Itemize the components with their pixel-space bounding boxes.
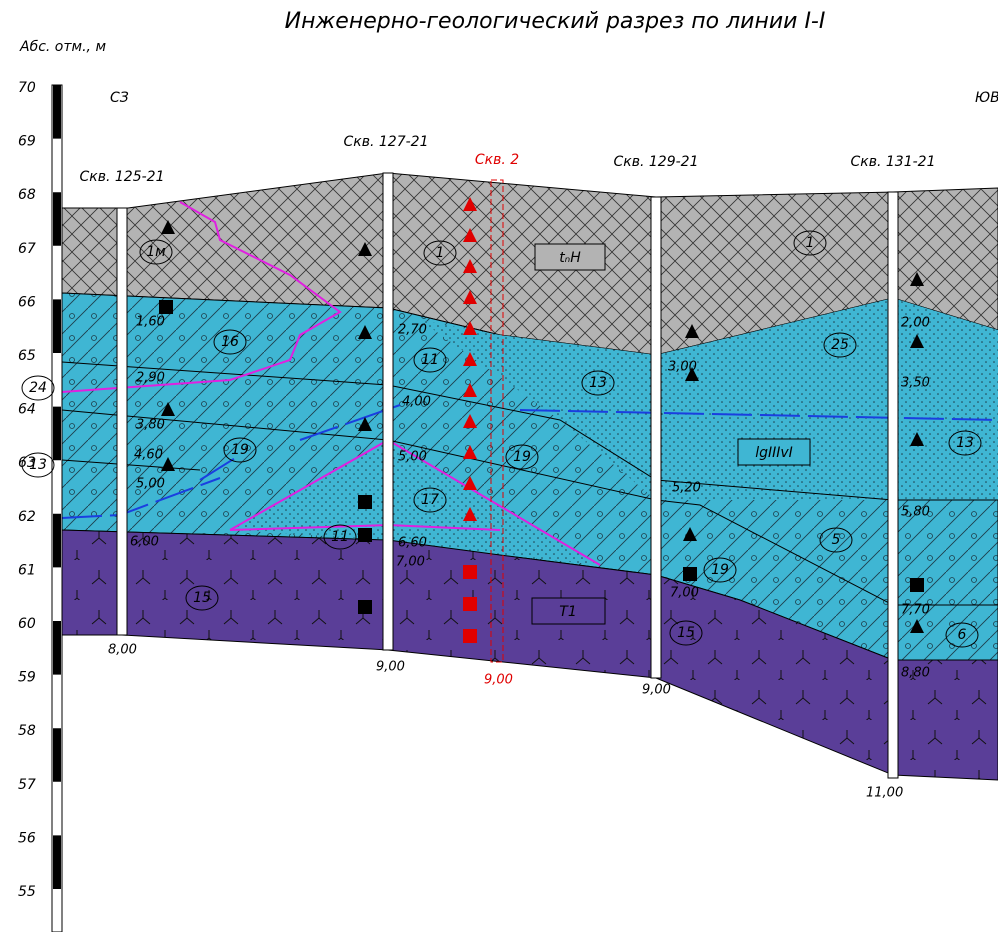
depth-label: 5,00 [136, 477, 165, 492]
direction: ЮВ [975, 90, 998, 106]
black-square [683, 567, 697, 581]
depth-label: 6,60 [398, 536, 427, 551]
depth-label: 4,60 [134, 448, 163, 463]
red-square [463, 565, 477, 579]
layer-label: 1 [436, 245, 445, 261]
black-square [910, 578, 924, 592]
depth-label: 4,00 [402, 395, 431, 410]
red-square [463, 629, 477, 643]
layer-label: 11 [331, 529, 349, 545]
boreholes-part [888, 192, 898, 778]
depth-label: 9,00 [376, 660, 405, 675]
layer-label: 1м [146, 244, 166, 260]
layer-label: 25 [831, 337, 849, 353]
formation-label: tₙН [559, 250, 581, 266]
formation-label: T1 [559, 604, 576, 620]
depth-label: 2,90 [136, 371, 165, 386]
section-diagram: Инженерно-геологический разрез по линии … [0, 0, 998, 932]
tick-label: 55 [18, 884, 36, 900]
red-square [463, 597, 477, 611]
depth-label: 7,00 [670, 586, 699, 601]
tick-label: 67 [18, 241, 36, 257]
depth-label: 5,80 [901, 505, 930, 520]
layer-label: 6 [958, 627, 967, 643]
depth-label: 8,00 [108, 643, 137, 658]
layer-label: 1 [806, 235, 815, 251]
layer-label: 5 [832, 532, 841, 548]
layer-label: 24 [29, 380, 47, 396]
borehole-name: Скв. 125-21 [80, 169, 165, 185]
layer-label: 13 [589, 375, 607, 391]
black-square [358, 600, 372, 614]
tick-label: 56 [18, 830, 36, 846]
boreholes-part [383, 173, 393, 650]
layer-label: 15 [677, 625, 695, 641]
axis-label: Абс. отм., м [19, 39, 106, 55]
depth-label: 3,80 [136, 418, 165, 433]
title: Инженерно-геологический разрез по линии … [285, 9, 826, 34]
depth-label: 7,00 [396, 555, 425, 570]
depth-label: 1,60 [136, 315, 165, 330]
depth-label: 5,00 [398, 450, 427, 465]
depth-label: 5,20 [672, 481, 701, 496]
depth-label: 9,00 [484, 673, 513, 688]
depth-label: 6,00 [130, 535, 159, 550]
body: { "title": "Инженерно-геологический разр… [0, 0, 998, 932]
tick-label: 68 [18, 187, 36, 203]
tick-label: 61 [18, 562, 36, 578]
tick-label: 70 [18, 80, 36, 96]
layers [62, 173, 998, 780]
borehole-name: Скв. 131-21 [851, 154, 936, 170]
elevation-bar [52, 85, 62, 932]
layer-label: 19 [231, 442, 249, 458]
tick-label: 59 [18, 670, 36, 686]
layer-label: 17 [421, 492, 439, 508]
black-square [358, 528, 372, 542]
depth-label: 11,00 [866, 786, 903, 801]
layer-label: 11 [421, 352, 439, 368]
depth-label: 9,00 [642, 683, 671, 698]
tick-label: 60 [18, 616, 36, 632]
direction: СЗ [110, 90, 129, 106]
borehole-name: Скв. 129-21 [614, 154, 699, 170]
borehole-name: Скв. 2 [475, 152, 519, 168]
black-square [159, 300, 173, 314]
tick-label: 66 [18, 294, 36, 310]
layer-label: 19 [513, 449, 531, 465]
tick-label: 62 [18, 509, 36, 525]
depth-label: 8,80 [901, 666, 930, 681]
depth-label: 2,70 [398, 323, 427, 338]
boreholes-part [117, 208, 127, 635]
black-square [358, 495, 372, 509]
depth-label: 2,00 [901, 316, 930, 331]
layer-label: 19 [711, 562, 729, 578]
layer-label: 16 [221, 334, 239, 350]
page: body { margin: 0; background: #fff; font… [0, 0, 998, 932]
tick-label: 64 [18, 402, 36, 418]
boreholes-part [651, 197, 661, 678]
depth-label: 3,00 [668, 360, 697, 375]
tick-label: 58 [18, 723, 36, 739]
tick-label: 69 [18, 134, 36, 150]
depth-label: 3,50 [901, 376, 930, 391]
layer-label: 13 [29, 457, 47, 473]
layer-label: 13 [956, 435, 974, 451]
layer-label: 15 [193, 590, 211, 606]
depth-label: 7,70 [901, 603, 930, 618]
formation-label: lgIIIvI [755, 445, 793, 461]
tick-label: 65 [18, 348, 36, 364]
borehole-name: Скв. 127-21 [344, 134, 429, 150]
tick-label: 57 [18, 777, 36, 793]
